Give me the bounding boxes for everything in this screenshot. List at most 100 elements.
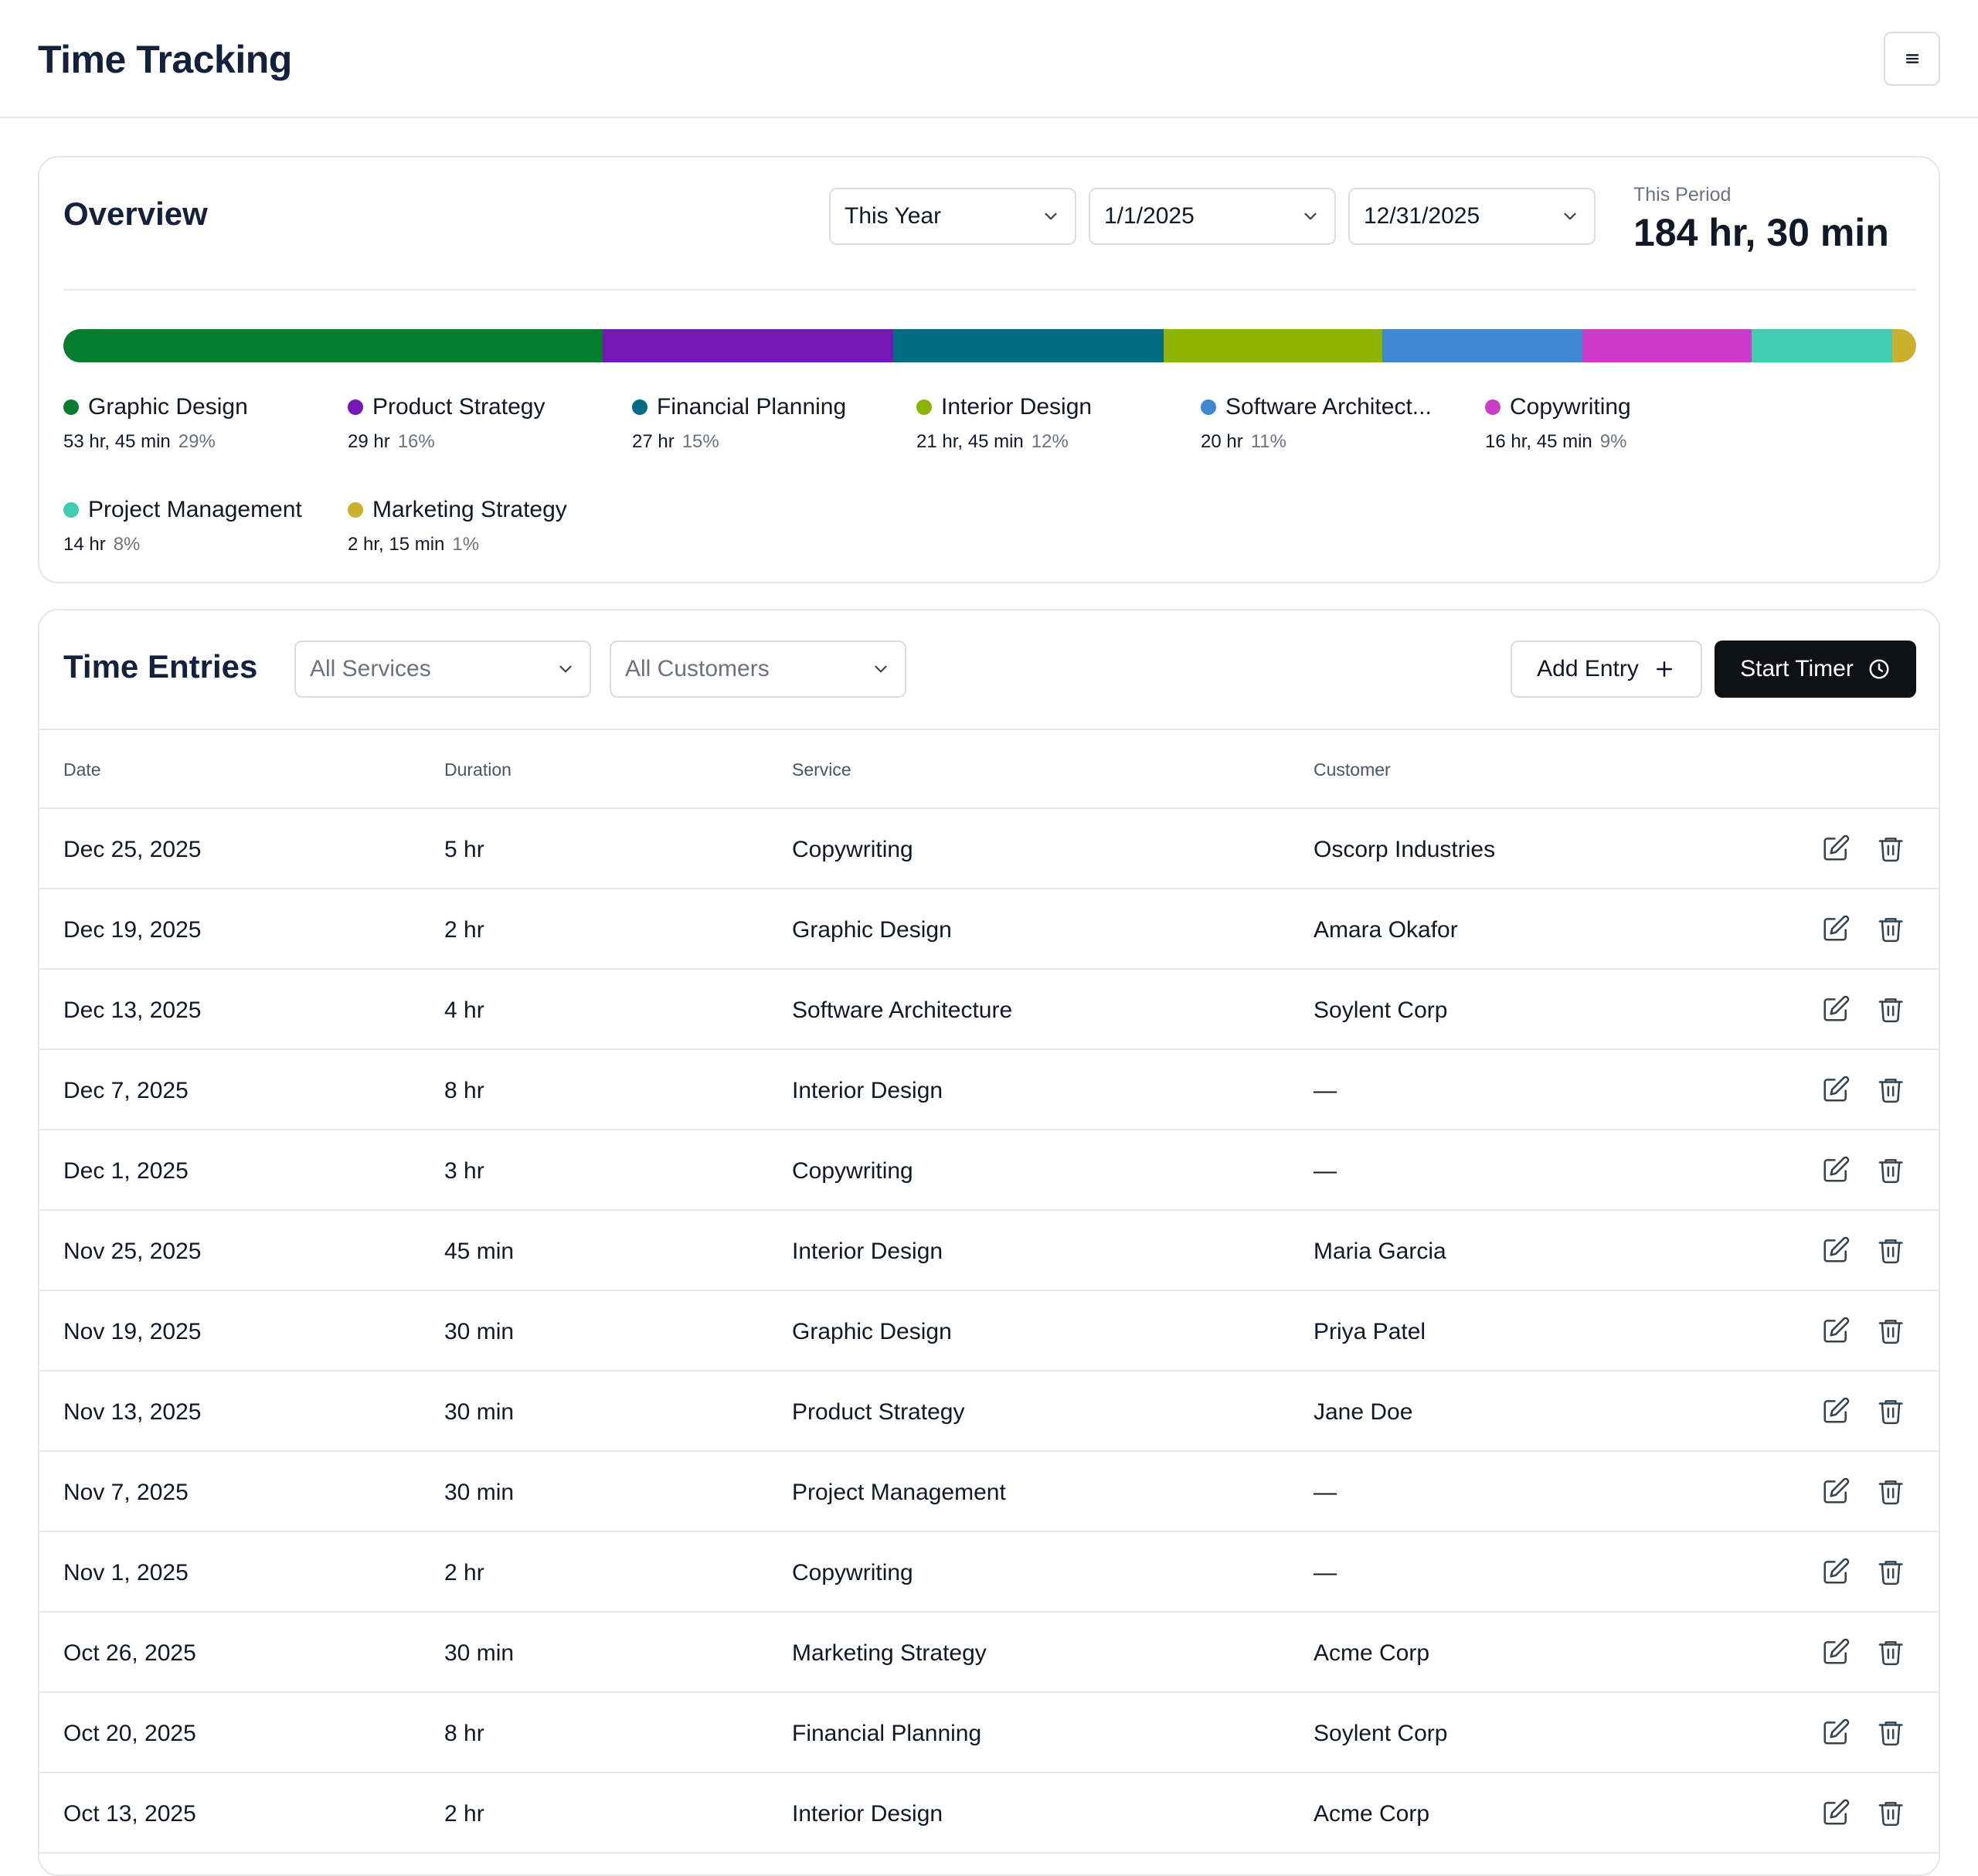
delete-entry-button[interactable] (1875, 1154, 1906, 1185)
delete-entry-button[interactable] (1875, 833, 1906, 864)
legend-item: Copywriting 16 hr, 45 min 9% (1485, 394, 1763, 453)
bar-segment (602, 329, 894, 362)
entry-date: Nov 19, 2025 (63, 1319, 202, 1344)
period-label: This Period (1633, 184, 1732, 206)
entry-duration: 30 min (444, 1640, 515, 1666)
trash-icon (1878, 1641, 1903, 1666)
table-row: Nov 13, 2025 30 min Product Strategy Jane D… (39, 1371, 1939, 1452)
entry-duration: 2 hr (444, 917, 484, 943)
edit-entry-button[interactable] (1820, 1315, 1851, 1346)
edit-icon (1823, 1317, 1850, 1343)
legend-label: Marketing Strategy (372, 497, 567, 522)
legend-percent: 12% (1031, 431, 1069, 452)
delete-entry-button[interactable] (1875, 1556, 1906, 1587)
period-total: 184 hr, 30 min (1633, 211, 1889, 254)
trash-icon (1878, 1721, 1903, 1746)
customer-filter[interactable]: All Customers (610, 641, 906, 698)
bar-segment (1164, 329, 1383, 362)
column-header-customer[interactable]: Customer (1314, 760, 1391, 780)
time-breakdown-bar (63, 329, 1916, 362)
column-header-service[interactable]: Service (792, 760, 851, 780)
entry-customer: Priya Patel (1314, 1319, 1426, 1344)
legend-dot (1485, 399, 1500, 415)
table-row: Nov 1, 2025 2 hr Copywriting — (39, 1532, 1939, 1613)
entry-customer: Amara Okafor (1314, 917, 1458, 943)
legend-item: Graphic Design 53 hr, 45 min 29% (63, 394, 342, 453)
time-entries-card: Time Entries All Services All Customers … (38, 609, 1940, 1876)
edit-icon (1823, 1558, 1850, 1584)
edit-entry-button[interactable] (1820, 1235, 1851, 1266)
entry-customer: Acme Corp (1314, 1640, 1430, 1666)
start-date-value: 1/1/2025 (1104, 203, 1195, 229)
trash-icon (1878, 838, 1903, 862)
edit-entry-button[interactable] (1820, 1395, 1851, 1426)
legend-item: Product Strategy 29 hr 16% (348, 394, 626, 453)
legend-item: Financial Planning 27 hr 15% (632, 394, 910, 453)
delete-entry-button[interactable] (1875, 1636, 1906, 1667)
start-timer-button[interactable]: Start Timer (1715, 641, 1916, 698)
edit-icon (1823, 1236, 1850, 1263)
range-select[interactable]: This Year (829, 188, 1076, 245)
delete-entry-button[interactable] (1875, 913, 1906, 944)
table-row: Nov 19, 2025 30 min Graphic Design Priya Pa… (39, 1291, 1939, 1371)
delete-entry-button[interactable] (1875, 1395, 1906, 1426)
delete-entry-button[interactable] (1875, 1235, 1906, 1266)
entry-date: Dec 19, 2025 (63, 917, 202, 943)
column-header-duration[interactable]: Duration (444, 760, 511, 780)
menu-button[interactable] (1884, 32, 1940, 86)
entry-duration: 8 hr (444, 1078, 484, 1103)
legend-dot (1201, 399, 1216, 415)
edit-icon (1823, 1799, 1850, 1825)
entry-duration: 30 min (444, 1319, 515, 1344)
table-row: Dec 13, 2025 4 hr Software Architecture Soy… (39, 970, 1939, 1050)
edit-icon (1823, 1638, 1850, 1664)
edit-entry-button[interactable] (1820, 913, 1851, 944)
edit-entry-button[interactable] (1820, 1717, 1851, 1748)
trash-icon (1878, 918, 1903, 943)
end-date-select[interactable]: 12/31/2025 (1348, 188, 1596, 245)
entry-service: Graphic Design (792, 1319, 952, 1344)
edit-entry-button[interactable] (1820, 1797, 1851, 1828)
edit-entry-button[interactable] (1820, 1154, 1851, 1185)
edit-entry-button[interactable] (1820, 994, 1851, 1025)
legend-label: Financial Planning (657, 394, 847, 420)
edit-entry-button[interactable] (1820, 1074, 1851, 1105)
delete-entry-button[interactable] (1875, 1476, 1906, 1507)
legend-percent: 1% (452, 534, 480, 555)
delete-entry-button[interactable] (1875, 994, 1906, 1025)
delete-entry-button[interactable] (1875, 1717, 1906, 1748)
delete-entry-button[interactable] (1875, 1315, 1906, 1346)
column-header-date[interactable]: Date (63, 760, 101, 780)
table-row: Nov 25, 2025 45 min Interior Design Maria G… (39, 1211, 1939, 1291)
entry-service: Copywriting (792, 1158, 913, 1184)
customer-filter-value: All Customers (625, 656, 770, 681)
entry-customer: Acme Corp (1314, 1801, 1430, 1827)
chevron-down-icon (1564, 212, 1576, 220)
edit-entry-button[interactable] (1820, 833, 1851, 864)
legend-duration: 27 hr (632, 431, 675, 452)
entry-service: Software Architecture (792, 997, 1013, 1023)
entry-duration: 3 hr (444, 1158, 484, 1184)
trash-icon (1878, 1320, 1903, 1344)
entry-customer: — (1314, 1560, 1337, 1585)
entry-service: Financial Planning (792, 1721, 982, 1746)
entry-service: Product Strategy (792, 1399, 965, 1425)
add-entry-button[interactable]: Add Entry (1511, 641, 1702, 698)
clock-icon (1869, 659, 1889, 679)
table-row: Dec 25, 2025 5 hr Copywriting Oscorp Indust… (39, 809, 1939, 889)
entry-date: Nov 25, 2025 (63, 1239, 202, 1264)
chevron-down-icon (1304, 212, 1317, 220)
edit-entry-button[interactable] (1820, 1476, 1851, 1507)
edit-entry-button[interactable] (1820, 1636, 1851, 1667)
delete-entry-button[interactable] (1875, 1074, 1906, 1105)
service-filter[interactable]: All Services (294, 641, 591, 698)
range-select-value: This Year (845, 203, 942, 229)
chevron-down-icon (875, 665, 887, 673)
legend-label: Software Architect... (1225, 394, 1432, 420)
service-filter-value: All Services (310, 656, 431, 681)
edit-entry-button[interactable] (1820, 1556, 1851, 1587)
delete-entry-button[interactable] (1875, 1797, 1906, 1828)
start-date-select[interactable]: 1/1/2025 (1089, 188, 1336, 245)
legend-dot (632, 399, 647, 415)
legend-item: Software Architect... 20 hr 11% (1201, 394, 1479, 453)
